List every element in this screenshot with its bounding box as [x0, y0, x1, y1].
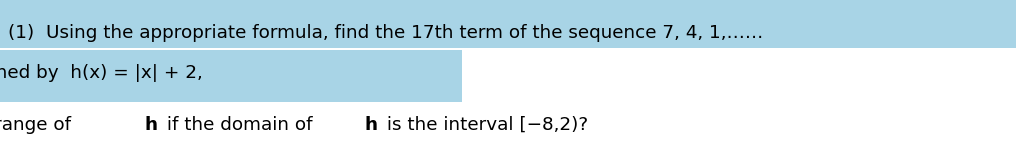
Text: (1)  Using the appropriate formula, find the 17th term of the sequence 7, 4, 1,…: (1) Using the appropriate formula, find … [8, 24, 763, 42]
Text: if the domain of: if the domain of [162, 116, 318, 134]
FancyBboxPatch shape [0, 50, 462, 102]
Text: h: h [144, 116, 157, 134]
Text: is the interval [−8,2)?: is the interval [−8,2)? [381, 116, 588, 134]
FancyBboxPatch shape [0, 0, 1016, 48]
Text: (a)  What is the range of: (a) What is the range of [0, 116, 77, 134]
Text: is defined by  h(x) = |x| + 2,: is defined by h(x) = |x| + 2, [0, 64, 202, 82]
Text: h: h [364, 116, 377, 134]
